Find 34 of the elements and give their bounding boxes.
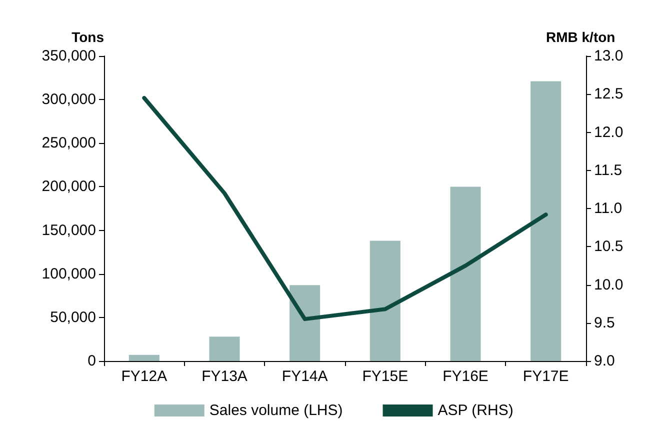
x-tick-label: FY13A	[202, 368, 248, 385]
y-tick-label: 100,000	[42, 265, 96, 282]
y2-tick-label: 11.5	[594, 162, 622, 179]
x-tick-label: FY17E	[522, 368, 569, 385]
legend-label: ASP (RHS)	[438, 402, 514, 419]
y2-tick-label: 10.0	[594, 276, 624, 294]
bar	[209, 336, 240, 361]
bar	[370, 240, 400, 361]
y-tick-label: 50,000	[50, 308, 96, 326]
line-series	[142, 96, 548, 322]
x-tick-label: FY14A	[282, 368, 328, 385]
bar	[128, 354, 160, 361]
legend-label: Sales volume (LHS)	[209, 402, 343, 419]
y-tick-label: 250,000	[42, 134, 96, 152]
y-tick-label: 350,000	[42, 48, 96, 64]
bar	[450, 186, 481, 361]
y-tick-label: 200,000	[42, 178, 96, 196]
y2-tick-label: 12.0	[594, 124, 624, 141]
y2-tick-label: 9.5	[594, 314, 615, 332]
x-tick-label: FY15E	[362, 368, 408, 385]
y-axis-title: Tons	[72, 29, 104, 45]
y2-tick-label: 10.5	[594, 238, 624, 256]
y2-tick-label: 13.0	[594, 48, 624, 64]
x-tick-label: FY16E	[442, 368, 488, 385]
y2-tick-label: 12.5	[594, 86, 624, 103]
bar	[290, 285, 320, 361]
y-tick-label: 300,000	[42, 91, 96, 108]
x-tick-label: FY12A	[121, 368, 168, 385]
y2-axis-title: RMB k/ton	[546, 29, 616, 45]
y2-tick-label: 9.0	[594, 352, 615, 370]
y-tick-label: 0	[88, 352, 96, 370]
y2-tick-label: 11.0	[594, 200, 622, 217]
y-tick-label: 150,000	[42, 222, 96, 239]
bar	[530, 81, 562, 361]
